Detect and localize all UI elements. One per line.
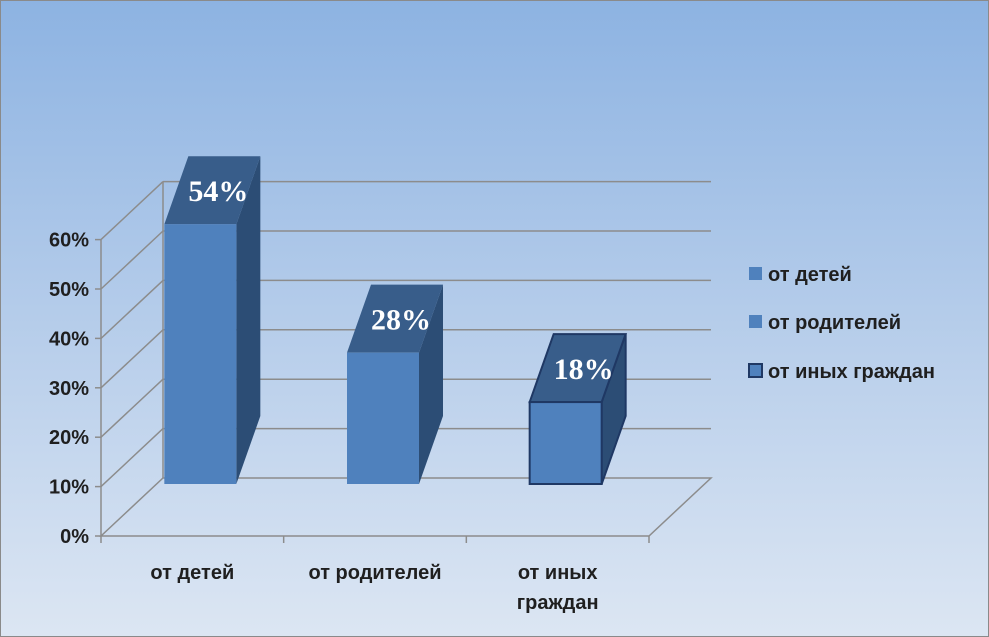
x-category-label: от детей <box>150 562 234 584</box>
bar-group: 54% <box>164 156 261 485</box>
y-tick-label: 10% <box>49 477 89 499</box>
legend-item: от детей <box>749 264 852 286</box>
x-category-label-line: от иных <box>518 562 598 584</box>
x-category-label: от родителей <box>308 562 441 584</box>
y-tick-label: 50% <box>49 279 89 301</box>
floor <box>99 477 713 537</box>
gridline-side <box>100 279 164 339</box>
bar-group: 18% <box>528 333 628 485</box>
bar <box>164 224 237 485</box>
legend-swatch <box>748 363 763 378</box>
y-axis: 0% 10% 20% 30% 40% 50% 60% <box>49 230 101 548</box>
bars: 54% 28% 18% <box>164 156 628 485</box>
y-tick-label: 40% <box>49 328 89 350</box>
y-tick-label: 60% <box>49 230 89 252</box>
legend-label: от иных граждан <box>768 361 935 383</box>
bar-side <box>419 284 443 484</box>
legend: от детей от родителей от иных граждан <box>748 264 935 383</box>
x-category-label-line: от родителей <box>308 562 441 584</box>
legend-swatch <box>749 315 762 328</box>
gridline-side <box>100 181 164 241</box>
legend-item: от иных граждан <box>748 361 935 383</box>
x-category-label-line: от детей <box>150 562 234 584</box>
x-category-label: от иных граждан <box>517 562 599 614</box>
data-label: 18% <box>554 353 614 386</box>
gridline-side <box>100 329 164 389</box>
x-axis: от детей от родителей от иных граждан <box>100 536 650 614</box>
bar-top <box>347 284 443 353</box>
legend-label: от детей <box>768 264 852 286</box>
bar-side <box>236 156 261 485</box>
bar-group: 28% <box>347 284 443 484</box>
y-tick-label: 0% <box>60 526 89 548</box>
gridline-side <box>100 428 164 488</box>
bar-top <box>164 156 261 225</box>
legend-swatch <box>749 267 762 280</box>
legend-item: от родителей <box>749 312 901 334</box>
bar <box>347 352 419 484</box>
y-tick-label: 30% <box>49 378 89 400</box>
bar <box>528 401 603 485</box>
data-label: 28% <box>371 304 431 337</box>
y-tick-label: 20% <box>49 427 89 449</box>
x-category-label-line: граждан <box>517 592 599 614</box>
data-label: 54% <box>188 175 248 208</box>
gridline-side <box>100 230 164 290</box>
legend-label: от родителей <box>768 312 901 334</box>
gridline-side <box>100 378 164 438</box>
